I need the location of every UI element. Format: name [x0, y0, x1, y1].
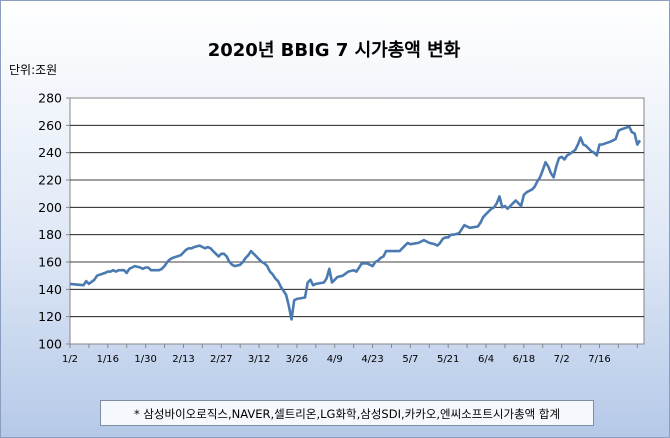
- y-tick-label: 100: [38, 337, 62, 352]
- plot-area: [69, 97, 645, 345]
- x-tick-label: 6/18: [513, 354, 535, 365]
- y-tick-label: 120: [38, 309, 62, 324]
- y-tick-label: 240: [38, 145, 62, 160]
- x-tick-label: 1/30: [134, 354, 156, 365]
- x-axis: 1/2 1/16 1/30 2/13 2/27 3/12 3/26 4/9 4/23 5/7 5/2…: [62, 344, 638, 365]
- unit-label: 단위:조원: [9, 63, 58, 77]
- y-tick-label: 220: [38, 173, 62, 188]
- series-line: [69, 125, 642, 321]
- x-tick-label: 2/27: [210, 354, 232, 365]
- x-tick-label: 7/16: [588, 354, 610, 365]
- x-tick-label: 4/23: [361, 354, 383, 365]
- grid-layer: [70, 124, 644, 318]
- series-layer: [69, 125, 642, 321]
- x-tick-label: 3/26: [286, 354, 308, 365]
- y-tick-label: 260: [38, 118, 62, 133]
- x-tick-label: 5/7: [402, 354, 418, 365]
- x-tick-label: 4/9: [327, 354, 343, 365]
- y-tick-label: 280: [38, 91, 62, 106]
- x-tick-label: 1/2: [62, 354, 78, 365]
- y-tick-label: 180: [38, 227, 62, 242]
- x-tick-label: 7/2: [554, 354, 570, 365]
- y-tick-label: 160: [38, 255, 62, 270]
- x-tick-label: 6/4: [478, 354, 494, 365]
- chart-title: 2020년 BBIG 7 시가총액 변화: [207, 40, 461, 61]
- x-tick-label: 3/12: [248, 354, 270, 365]
- x-tick-label: 5/21: [437, 354, 459, 365]
- footnote: * 삼성바이오로직스,NAVER,셀트리온,LG화학,삼성SDI,카카오,엔씨소…: [100, 400, 594, 426]
- y-tick-label: 140: [38, 282, 62, 297]
- x-tick-label: 2/13: [172, 354, 194, 365]
- y-axis: 100 120 140 160 180 200 220 240 260 280: [38, 91, 70, 352]
- x-tick-label: 1/16: [97, 354, 119, 365]
- y-tick-label: 200: [38, 200, 62, 215]
